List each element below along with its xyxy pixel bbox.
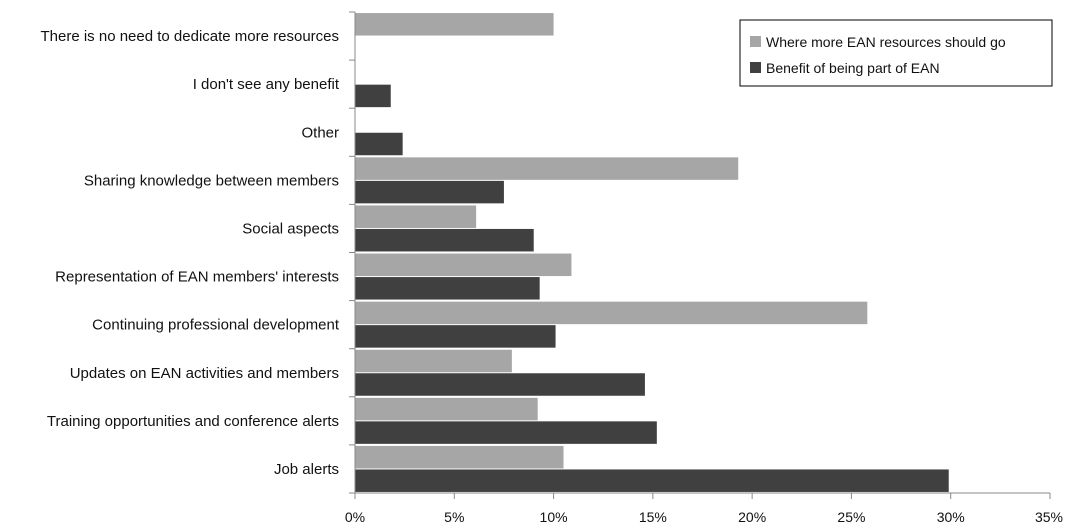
category-label-updates-on-ean-activities-and-members: Updates on EAN activities and members xyxy=(70,365,339,382)
bar-where-more-ean-resources-should-go-job-alerts xyxy=(355,445,564,469)
bar-where-more-ean-resources-should-go-updates-on-ean-activities-and-members xyxy=(355,349,512,373)
bars-layer xyxy=(355,13,949,492)
x-tick-label: 10% xyxy=(540,509,568,525)
x-tick-label: 25% xyxy=(837,509,865,525)
bar-benefit-of-being-part-of-ean-sharing-knowledge-between-members xyxy=(355,180,504,204)
bar-benefit-of-being-part-of-ean-job-alerts xyxy=(355,469,949,492)
bar-where-more-ean-resources-should-go-there-is-no-need-to-dedicate-more-resources xyxy=(355,13,554,36)
category-label-continuing-professional-development: Continuing professional development xyxy=(92,317,340,334)
category-label-other: Other xyxy=(301,124,339,141)
category-label-sharing-knowledge-between-members: Sharing knowledge between members xyxy=(84,172,339,189)
legend-swatch-where-more-ean-resources-should-go xyxy=(750,36,761,47)
axes-layer xyxy=(349,11,1051,499)
bar-where-more-ean-resources-should-go-social-aspects xyxy=(355,205,477,228)
labels-layer: 0% 5% 10% 15% 20% 25% 30% 35% There is no need t… xyxy=(41,28,1064,525)
category-label-there-is-no-need-to-dedicate-more-resources: There is no need to dedicate more resour… xyxy=(41,28,340,45)
x-tick-label: 20% xyxy=(738,509,766,525)
bar-benefit-of-being-part-of-ean-other xyxy=(355,132,403,156)
category-label-representation-of-ean-members-interests: Representation of EAN members' interests xyxy=(55,269,339,286)
category-label-job-alerts: Job alerts xyxy=(274,461,339,478)
category-label-social-aspects: Social aspects xyxy=(242,220,339,237)
bar-benefit-of-being-part-of-ean-social-aspects xyxy=(355,228,534,252)
bar-where-more-ean-resources-should-go-continuing-professional-development xyxy=(355,301,868,325)
legend-label-where-more-ean-resources-should-go: Where more EAN resources should go xyxy=(766,34,1006,50)
bar-where-more-ean-resources-should-go-sharing-knowledge-between-members xyxy=(355,157,739,180)
bar-benefit-of-being-part-of-ean-updates-on-ean-activities-and-members xyxy=(355,373,645,396)
x-tick-label: 30% xyxy=(937,509,965,525)
bar-where-more-ean-resources-should-go-training-opportunities-and-conference-alerts xyxy=(355,397,538,421)
x-tick-label: 0% xyxy=(345,509,365,525)
bar-benefit-of-being-part-of-ean-i-don-t-see-any-benefit xyxy=(355,84,391,108)
x-tick-label: 35% xyxy=(1035,509,1063,525)
bar-where-more-ean-resources-should-go-representation-of-ean-members-interests xyxy=(355,253,572,277)
bar-benefit-of-being-part-of-ean-training-opportunities-and-conference-alerts xyxy=(355,421,657,444)
x-tick-label: 5% xyxy=(444,509,464,525)
bar-benefit-of-being-part-of-ean-continuing-professional-development xyxy=(355,325,556,348)
legend-label-benefit-of-being-part-of-ean: Benefit of being part of EAN xyxy=(766,60,940,76)
x-tick-label: 15% xyxy=(639,509,667,525)
category-label-i-don-t-see-any-benefit: I don't see any benefit xyxy=(193,76,340,93)
legend-swatch-benefit-of-being-part-of-ean xyxy=(750,62,761,73)
legend: Where more EAN resources should go Benefi… xyxy=(739,19,1053,87)
category-label-training-opportunities-and-conference-alerts: Training opportunities and conference al… xyxy=(47,413,339,430)
legend-box xyxy=(739,19,1053,87)
bar-benefit-of-being-part-of-ean-representation-of-ean-members-interests xyxy=(355,277,540,300)
